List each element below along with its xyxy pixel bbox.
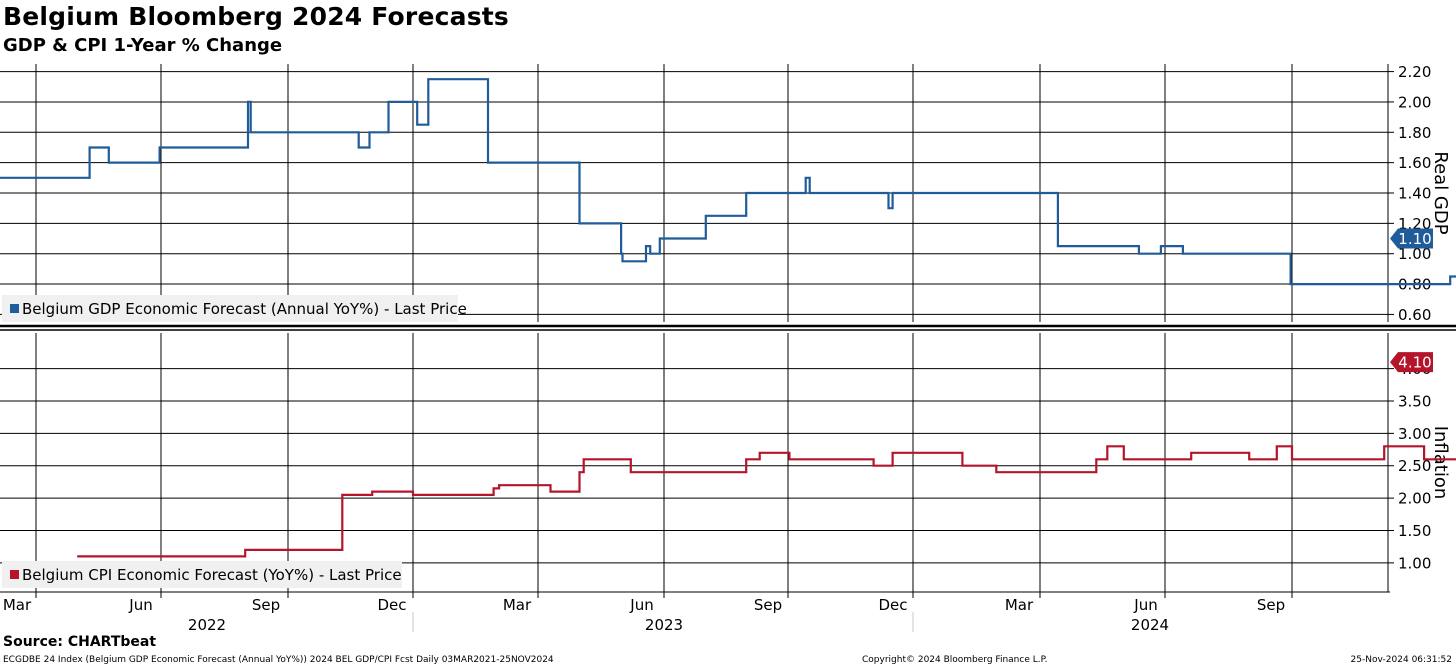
gdp-legend: Belgium GDP Economic Forecast (Annual Yo… <box>2 295 467 322</box>
last-value-label: 1.10 <box>1398 230 1431 248</box>
cpi-legend: Belgium CPI Economic Forecast (YoY%) - L… <box>2 561 402 588</box>
ticker-footnote: ECGDBE 24 Index (Belgium GDP Economic Fo… <box>3 655 554 665</box>
x-month-label: Mar <box>1005 596 1034 614</box>
chart-subtitle: GDP & CPI 1-Year % Change <box>3 35 283 56</box>
last-value-tag-shape <box>1390 352 1433 373</box>
y-tick-label: 1.80 <box>1398 124 1431 142</box>
x-month-label: Sep <box>252 596 280 614</box>
cpi-last-value-tag: 4.10 <box>1390 352 1433 373</box>
x-month-label: Sep <box>1257 596 1285 614</box>
y-tick-label: 2.20 <box>1398 63 1431 81</box>
x-month-label: Jun <box>629 596 653 614</box>
y-tick-label: 1.00 <box>1398 245 1431 263</box>
y-tick-label: 3.00 <box>1398 425 1431 443</box>
legend-swatch <box>10 570 19 579</box>
x-year-label: 2022 <box>188 616 226 634</box>
y-axis-title: Inflation <box>1430 426 1451 500</box>
top-panel-grid: 0.600.801.001.201.401.601.802.002.20 <box>0 63 1431 324</box>
y-tick-label: 2.00 <box>1398 490 1431 508</box>
x-month-label: Jun <box>1133 596 1157 614</box>
x-axis: Mar Jun Sep Dec Mar Jun Sep Dec Mar Jun Sep 2022 202… <box>0 591 1390 634</box>
y-axis-title: Real GDP <box>1430 151 1451 234</box>
x-month-label: Dec <box>878 596 907 614</box>
legend-label: Belgium CPI Economic Forecast (YoY%) - L… <box>22 566 402 584</box>
y-tick-label: 3.50 <box>1398 392 1431 410</box>
y-tick-label: 2.50 <box>1398 457 1431 475</box>
x-year-label: 2023 <box>645 616 683 634</box>
x-month-label: Mar <box>3 596 32 614</box>
last-value-tag-shape <box>1390 228 1433 249</box>
legend-background <box>2 561 402 588</box>
legend-background <box>2 295 458 322</box>
timestamp-footnote: 25-Nov-2024 06:31:52 <box>1350 655 1452 665</box>
y-tick-label: 2.00 <box>1398 93 1431 111</box>
x-month-label: Dec <box>377 596 406 614</box>
cpi-series-line <box>77 445 1456 558</box>
gdp-series-line <box>0 78 1456 286</box>
x-month-label: Jun <box>128 596 152 614</box>
cpi-panel: Inflation 4.10 Belgium CPI Economic Foreca… <box>2 352 1456 588</box>
source-note: Source: CHARTbeat <box>3 634 157 650</box>
chart-title: Belgium Bloomberg 2024 Forecasts <box>3 2 510 31</box>
bottom-panel-grid: 1.001.502.002.503.003.504.00 <box>0 333 1431 592</box>
x-month-label: Mar <box>503 596 532 614</box>
y-tick-label: 1.60 <box>1398 154 1431 172</box>
legend-label: Belgium GDP Economic Forecast (Annual Yo… <box>22 300 467 318</box>
legend-swatch <box>10 304 19 313</box>
last-value-label: 4.10 <box>1398 354 1431 372</box>
x-month-label: Sep <box>754 596 782 614</box>
y-tick-label: 0.60 <box>1398 306 1431 324</box>
y-tick-label: 1.20 <box>1398 215 1431 233</box>
copyright-footnote: Copyright© 2024 Bloomberg Finance L.P. <box>862 655 1048 665</box>
y-tick-label: 1.40 <box>1398 185 1431 203</box>
y-tick-label: 1.50 <box>1398 522 1431 540</box>
gdp-last-value-tag: 1.10 <box>1390 228 1433 249</box>
y-tick-label: 1.00 <box>1398 554 1431 572</box>
x-year-label: 2024 <box>1131 616 1169 634</box>
